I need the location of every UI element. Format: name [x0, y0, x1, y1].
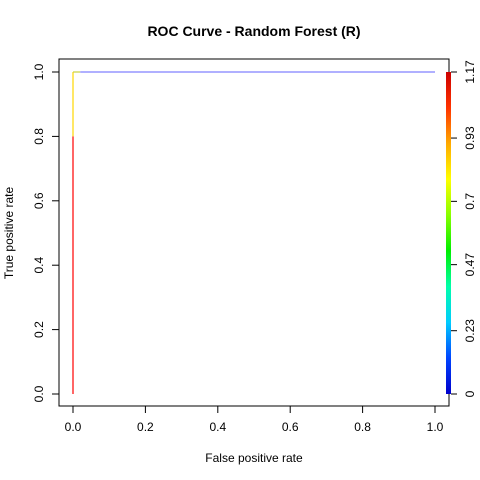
- colorbar-tick-label: 0.93: [463, 126, 477, 150]
- y-tick-label: 0.0: [32, 385, 46, 402]
- colorbar-tick-label: 0.47: [463, 253, 477, 277]
- colorbar-tick-label: 0.23: [463, 319, 477, 343]
- x-tick-label: 0.6: [282, 420, 299, 434]
- y-tick-label: 0.4: [32, 257, 46, 274]
- chart-title: ROC Curve - Random Forest (R): [147, 23, 360, 39]
- plot-frame: [58, 58, 450, 407]
- x-axis-label: False positive rate: [205, 451, 303, 465]
- colorbar-gradient: [446, 72, 451, 394]
- colorbar: 0 0.23 0.47 0.7 0.93 1.17: [446, 60, 477, 397]
- roc-curve: [72, 71, 435, 394]
- x-axis: 0.0 0.2 0.4 0.6 0.8 1.0: [65, 406, 444, 434]
- y-tick-label: 1.0: [32, 63, 46, 80]
- y-axis-label: True positive rate: [2, 187, 16, 280]
- x-tick-label: 0.4: [209, 420, 226, 434]
- y-tick-label: 0.2: [32, 321, 46, 338]
- x-tick-label: 0.2: [137, 420, 154, 434]
- x-tick-label: 1.0: [427, 420, 444, 434]
- x-tick-label: 0.8: [354, 420, 371, 434]
- colorbar-tick-label: 0.7: [463, 193, 477, 210]
- y-axis: 0.0 0.2 0.4 0.6 0.8 1.0: [32, 63, 59, 402]
- x-tick-label: 0.0: [65, 420, 82, 434]
- colorbar-tick-label: 1.17: [463, 60, 477, 84]
- colorbar-tick-label: 0: [463, 390, 477, 397]
- y-tick-label: 0.6: [32, 192, 46, 209]
- y-tick-label: 0.8: [32, 128, 46, 145]
